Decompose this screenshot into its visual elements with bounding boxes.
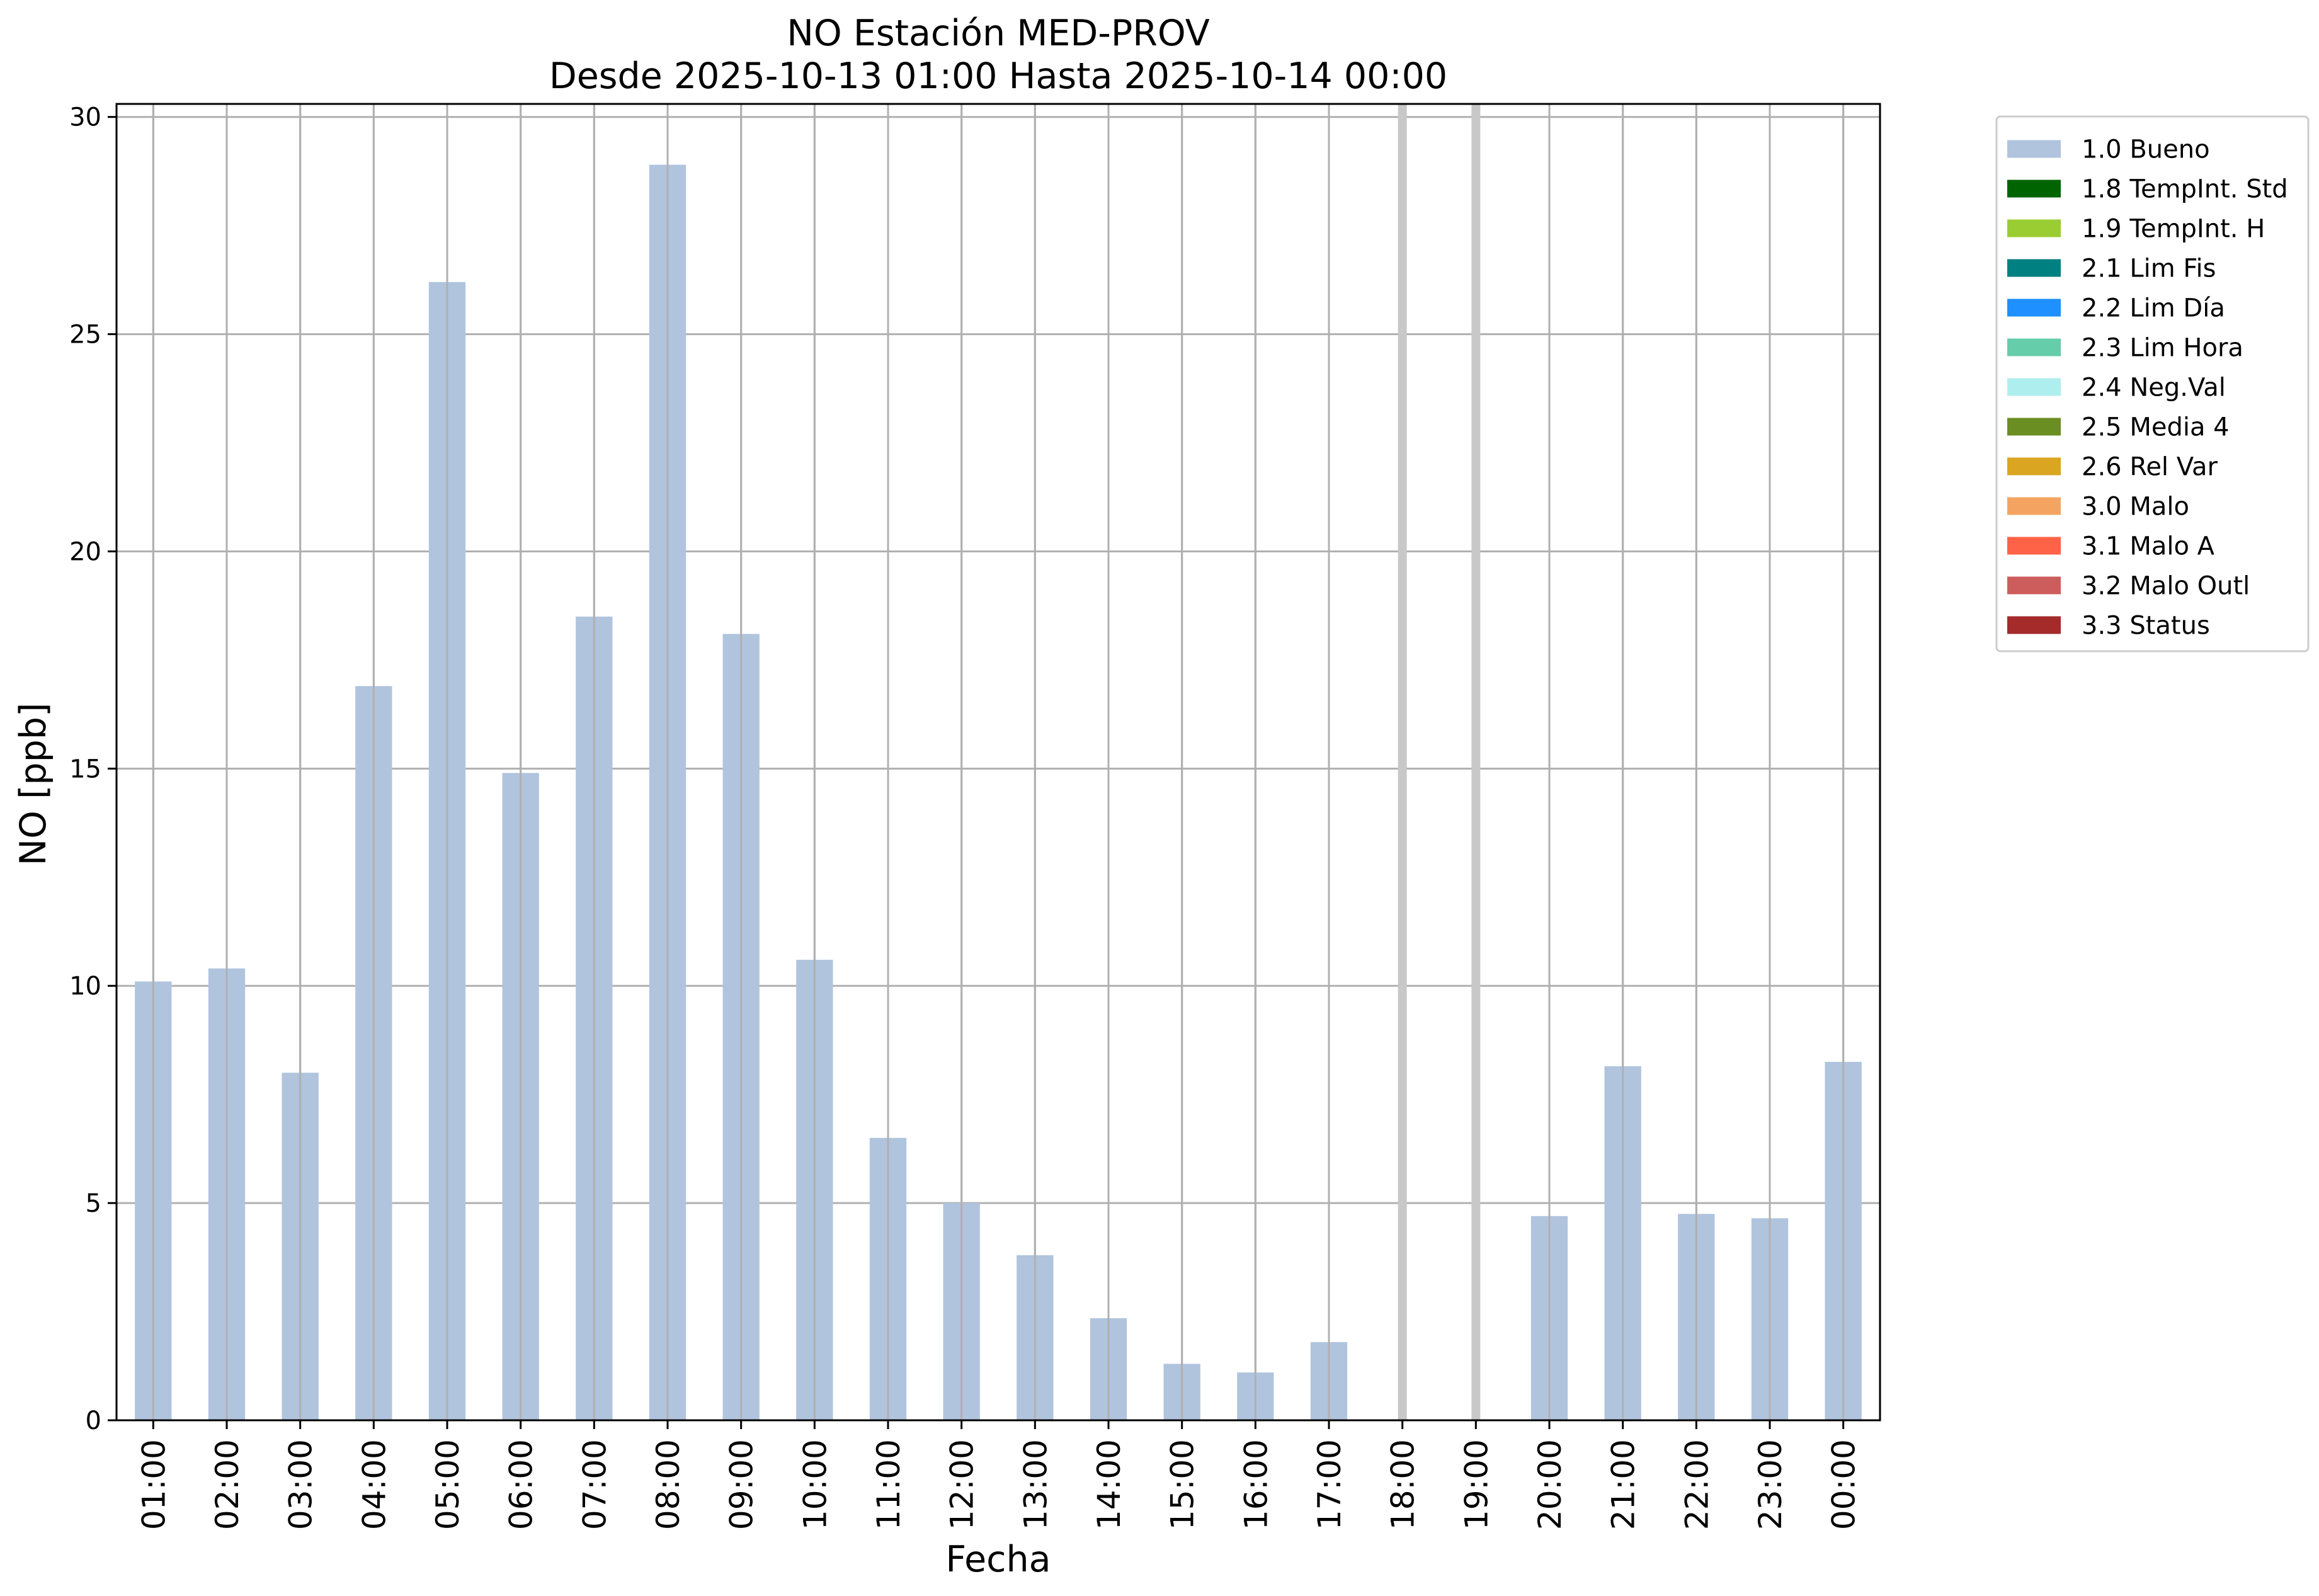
legend-swatch xyxy=(2007,418,2061,436)
x-tick-label: 00:00 xyxy=(1826,1439,1862,1530)
x-tick-label: 21:00 xyxy=(1605,1439,1642,1530)
x-tick-label: 09:00 xyxy=(724,1439,760,1530)
y-axis-ticks: 0 5 10 15 20 25 30 xyxy=(69,103,117,1435)
legend-label: 3.2 Malo Outl xyxy=(2082,572,2250,601)
x-tick-label: 08:00 xyxy=(650,1439,687,1530)
x-tick-label: 10:00 xyxy=(797,1439,833,1530)
bars xyxy=(135,104,1862,1421)
legend-swatch xyxy=(2007,219,2061,237)
y-tick-label: 30 xyxy=(69,103,101,132)
x-tick-label: 13:00 xyxy=(1017,1439,1054,1530)
x-tick-label: 04:00 xyxy=(356,1439,392,1530)
legend-label: 2.5 Media 4 xyxy=(2082,413,2230,442)
legend-label: 1.9 TempInt. H xyxy=(2082,215,2265,244)
x-tick-label: 06:00 xyxy=(503,1439,540,1530)
legend-swatch xyxy=(2007,299,2061,317)
legend-swatch xyxy=(2007,497,2061,515)
legend-box xyxy=(1995,115,2310,653)
x-axis-ticks: 01:00 02:00 03:00 04:00 05:00 06:00 07:00 08:00… xyxy=(135,1420,1862,1530)
legend-label: 3.0 Malo xyxy=(2082,493,2189,522)
x-tick-label: 18:00 xyxy=(1385,1439,1422,1530)
legend-swatch xyxy=(2007,180,2061,198)
y-tick-label: 25 xyxy=(69,321,101,350)
missing-marker-19:00 xyxy=(1471,104,1481,1420)
x-tick-label: 07:00 xyxy=(576,1439,613,1530)
y-tick-label: 10 xyxy=(69,972,101,1001)
x-tick-label: 22:00 xyxy=(1678,1439,1715,1530)
legend-swatch xyxy=(2007,338,2061,356)
legend-label: 3.3 Status xyxy=(2082,612,2210,641)
legend-swatch xyxy=(2007,378,2061,396)
x-tick-label: 02:00 xyxy=(209,1439,246,1530)
legend-swatch xyxy=(2007,537,2061,555)
x-tick-label: 17:00 xyxy=(1311,1439,1348,1530)
x-axis-label: Fecha xyxy=(945,1539,1051,1580)
x-tick-label: 12:00 xyxy=(944,1439,981,1530)
x-tick-label: 23:00 xyxy=(1752,1439,1789,1530)
y-tick-label: 15 xyxy=(69,755,101,784)
legend-label: 2.3 Lim Hora xyxy=(2082,334,2243,363)
chart-subtitle: Desde 2025-10-13 01:00 Hasta 2025-10-14 … xyxy=(549,55,1447,97)
legend-label: 1.0 Bueno xyxy=(2082,135,2210,164)
x-tick-label: 14:00 xyxy=(1091,1439,1127,1530)
y-tick-label: 5 xyxy=(86,1189,101,1218)
x-tick-label: 20:00 xyxy=(1532,1439,1568,1530)
x-tick-label: 05:00 xyxy=(430,1439,466,1530)
x-tick-label: 03:00 xyxy=(283,1439,319,1530)
chart-title: NO Estación MED-PROV xyxy=(787,13,1209,54)
legend-label: 1.8 TempInt. Std xyxy=(2082,175,2288,204)
y-tick-label: 20 xyxy=(69,537,101,566)
missing-marker-18:00 xyxy=(1398,104,1407,1420)
legend-label: 2.1 Lim Fis xyxy=(2082,254,2216,283)
plot-frame xyxy=(115,103,1881,1422)
x-tick-label: 16:00 xyxy=(1238,1439,1274,1530)
legend: 1.0 Bueno 1.8 TempInt. Std 1.9 TempInt. H 2… xyxy=(1995,115,2310,653)
legend-swatch xyxy=(2007,259,2061,277)
legend-label: 2.2 Lim Día xyxy=(2082,294,2225,323)
x-tick-label: 01:00 xyxy=(135,1439,172,1530)
y-tick-label: 0 xyxy=(86,1406,101,1435)
legend-swatch xyxy=(2007,457,2061,476)
legend-swatch xyxy=(2007,616,2061,634)
x-tick-label: 11:00 xyxy=(870,1439,907,1530)
legend-label: 2.4 Neg.Val xyxy=(2082,373,2226,402)
missing-markers xyxy=(1398,104,1481,1420)
legend-label: 3.1 Malo A xyxy=(2082,532,2215,561)
legend-label: 2.6 Rel Var xyxy=(2082,453,2218,482)
y-axis-label: NO [ppb] xyxy=(13,703,54,866)
x-tick-label: 15:00 xyxy=(1165,1439,1201,1530)
x-tick-label: 19:00 xyxy=(1458,1439,1495,1530)
legend-swatch xyxy=(2007,140,2061,158)
legend-swatch xyxy=(2007,576,2061,595)
